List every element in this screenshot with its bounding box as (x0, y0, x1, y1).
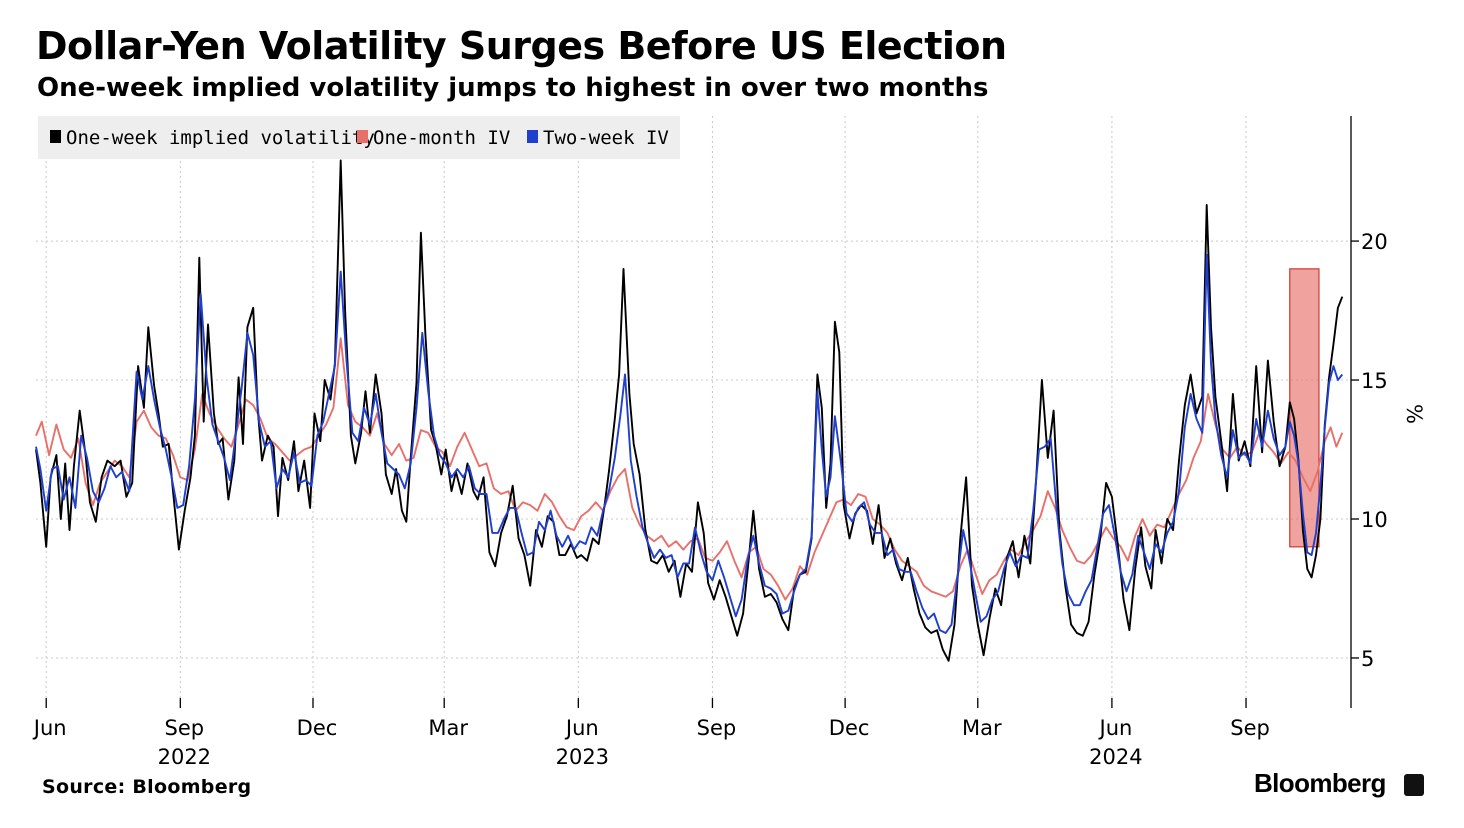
series-line-one-month (35, 337, 1344, 601)
legend-swatch (50, 130, 61, 143)
x-tick-label: Sep (1230, 716, 1270, 740)
legend-entry: One-month IV (373, 127, 510, 149)
chart-title: Dollar-Yen Volatility Surges Before US E… (36, 24, 1007, 68)
x-tick-label: Sep (697, 716, 737, 740)
x-year-label: 2023 (556, 745, 609, 769)
x-tick-label: Mar (962, 716, 1002, 740)
x-tick-label: Jun (1098, 716, 1133, 740)
x-tick-label: Jun (564, 716, 599, 740)
source-note: Source: Bloomberg (42, 776, 252, 798)
x-tick-label: Sep (165, 716, 205, 740)
x-tick-label: Mar (428, 716, 468, 740)
highlight-layer (1289, 268, 1320, 548)
legend-swatch (527, 130, 538, 143)
bloomberg-logo: Bloomberg (1254, 768, 1386, 798)
axis-layer: 5 10 15 20 Jun Sep 2022 Dec Mar Jun 2023 Sep Dec Mar J… (32, 116, 1426, 769)
y-tick-label: 15 (1361, 369, 1388, 393)
x-year-label: 2022 (158, 745, 211, 769)
x-tick-label: Jun (32, 716, 67, 740)
series-layer (35, 159, 1344, 662)
x-tick-label: Dec (297, 716, 338, 740)
legend-swatch (357, 130, 368, 143)
chart-subtitle: One-week implied volatility jumps to hig… (37, 73, 989, 103)
y-tick-label: 10 (1361, 508, 1388, 532)
highlight-box (1289, 268, 1320, 548)
series-line-one-week (35, 159, 1344, 662)
y-tick-label: 20 (1361, 230, 1388, 254)
legend-entry: One-week implied volatility (66, 127, 375, 149)
x-year-label: 2024 (1089, 745, 1142, 769)
grid (36, 116, 1351, 708)
legend-entry: Two-week IV (543, 127, 669, 149)
series-line-two-week (35, 254, 1344, 634)
y-tick-label: 5 (1361, 647, 1374, 671)
x-tick-label: Dec (829, 716, 870, 740)
bloomberg-logo-icon (1404, 774, 1424, 796)
y-axis-label: % (1402, 404, 1426, 424)
